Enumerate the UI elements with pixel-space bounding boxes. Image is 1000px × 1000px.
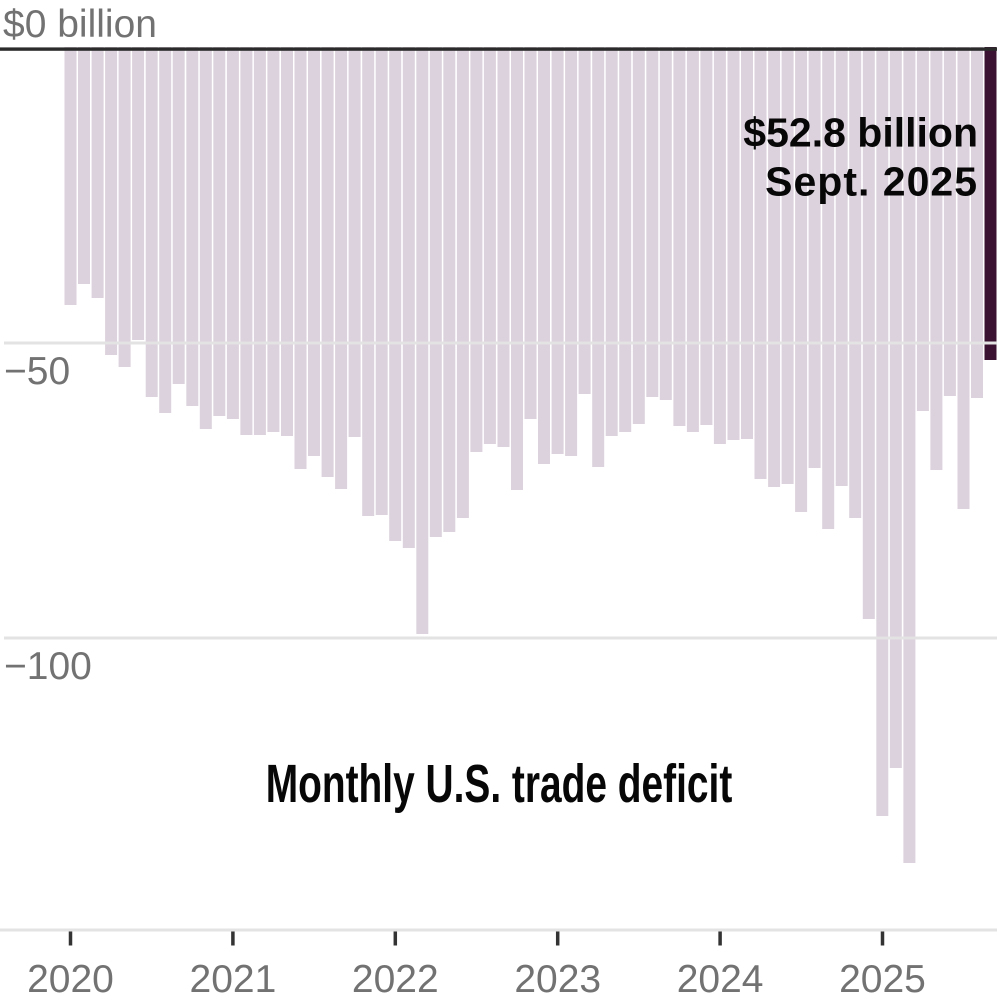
svg-text:Sept. 2025: Sept. 2025 — [765, 159, 978, 205]
svg-text:2020: 2020 — [27, 958, 114, 1000]
svg-text:Monthly U.S. trade deficit: Monthly U.S. trade deficit — [266, 753, 733, 814]
svg-text:2025: 2025 — [839, 958, 926, 1000]
svg-text:$52.8 billion: $52.8 billion — [743, 110, 978, 156]
svg-text:−100: −100 — [4, 645, 92, 688]
svg-text:2022: 2022 — [352, 958, 439, 1000]
svg-text:2023: 2023 — [514, 958, 601, 1000]
svg-text:2021: 2021 — [190, 958, 277, 1000]
svg-text:−50: −50 — [4, 350, 70, 393]
svg-text:2024: 2024 — [677, 958, 764, 1000]
svg-text:$0 billion: $0 billion — [3, 3, 157, 46]
